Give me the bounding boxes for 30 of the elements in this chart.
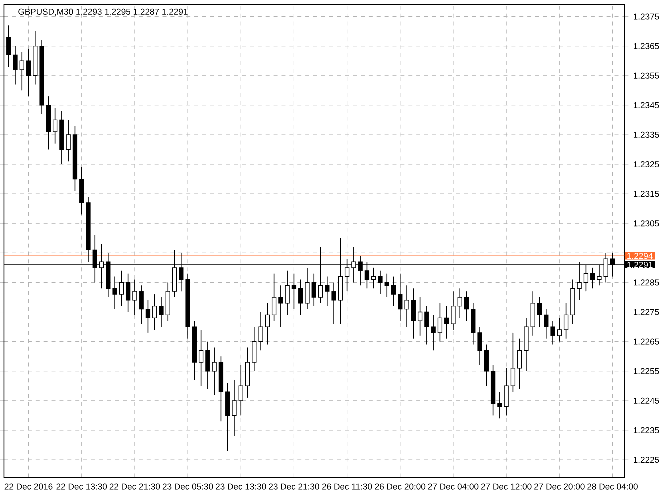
x-tick-label: 23 Dec 21:30	[269, 484, 320, 490]
y-tick-label: 1.2275	[634, 309, 660, 316]
x-tick-label: 23 Dec 05:30	[162, 484, 214, 490]
x-tick-label: 26 Dec 11:30	[322, 484, 372, 490]
x-tick-label: 28 Dec 04:00	[588, 484, 638, 490]
x-tick-label: 27 Dec 12:00	[481, 484, 532, 490]
y-tick-label: 1.2265	[634, 338, 660, 345]
x-tick-label: 22 Dec 2016	[4, 484, 53, 490]
y-tick-label: 1.2305	[634, 220, 660, 227]
y-tick-label: 1.2335	[634, 132, 660, 138]
y-tick-label: 1.2245	[634, 398, 660, 404]
y-tick-label: 1.2285	[634, 280, 660, 286]
chart-title: GBPUSD,M30 1.2293 1.2295 1.2287 1.2291	[18, 8, 188, 16]
x-tick-label: 27 Dec 20:00	[534, 484, 585, 490]
y-tick-label: 1.2235	[634, 427, 660, 434]
y-tick-label: 1.2315	[634, 190, 660, 197]
y-tick-label: 1.2325	[634, 161, 660, 168]
x-tick-label: 22 Dec 13:30	[56, 484, 108, 490]
y-tick-label: 1.2345	[634, 102, 660, 108]
y-tick-label: 1.2365	[634, 43, 660, 50]
x-tick-label: 27 Dec 04:00	[428, 484, 479, 490]
x-tick-label: 23 Dec 13:30	[216, 484, 266, 490]
y-tick-label: 1.2225	[634, 456, 660, 463]
ref-line-label: 1.2291	[628, 262, 653, 268]
y-tick-label: 1.2355	[634, 72, 660, 79]
x-tick-label: 26 Dec 20:00	[375, 484, 426, 490]
x-tick-label: 22 Dec 21:30	[110, 484, 160, 490]
ref-line-label: 1.2294	[628, 252, 653, 260]
y-tick-label: 1.2375	[634, 14, 660, 20]
y-tick-label: 1.2255	[634, 368, 660, 374]
